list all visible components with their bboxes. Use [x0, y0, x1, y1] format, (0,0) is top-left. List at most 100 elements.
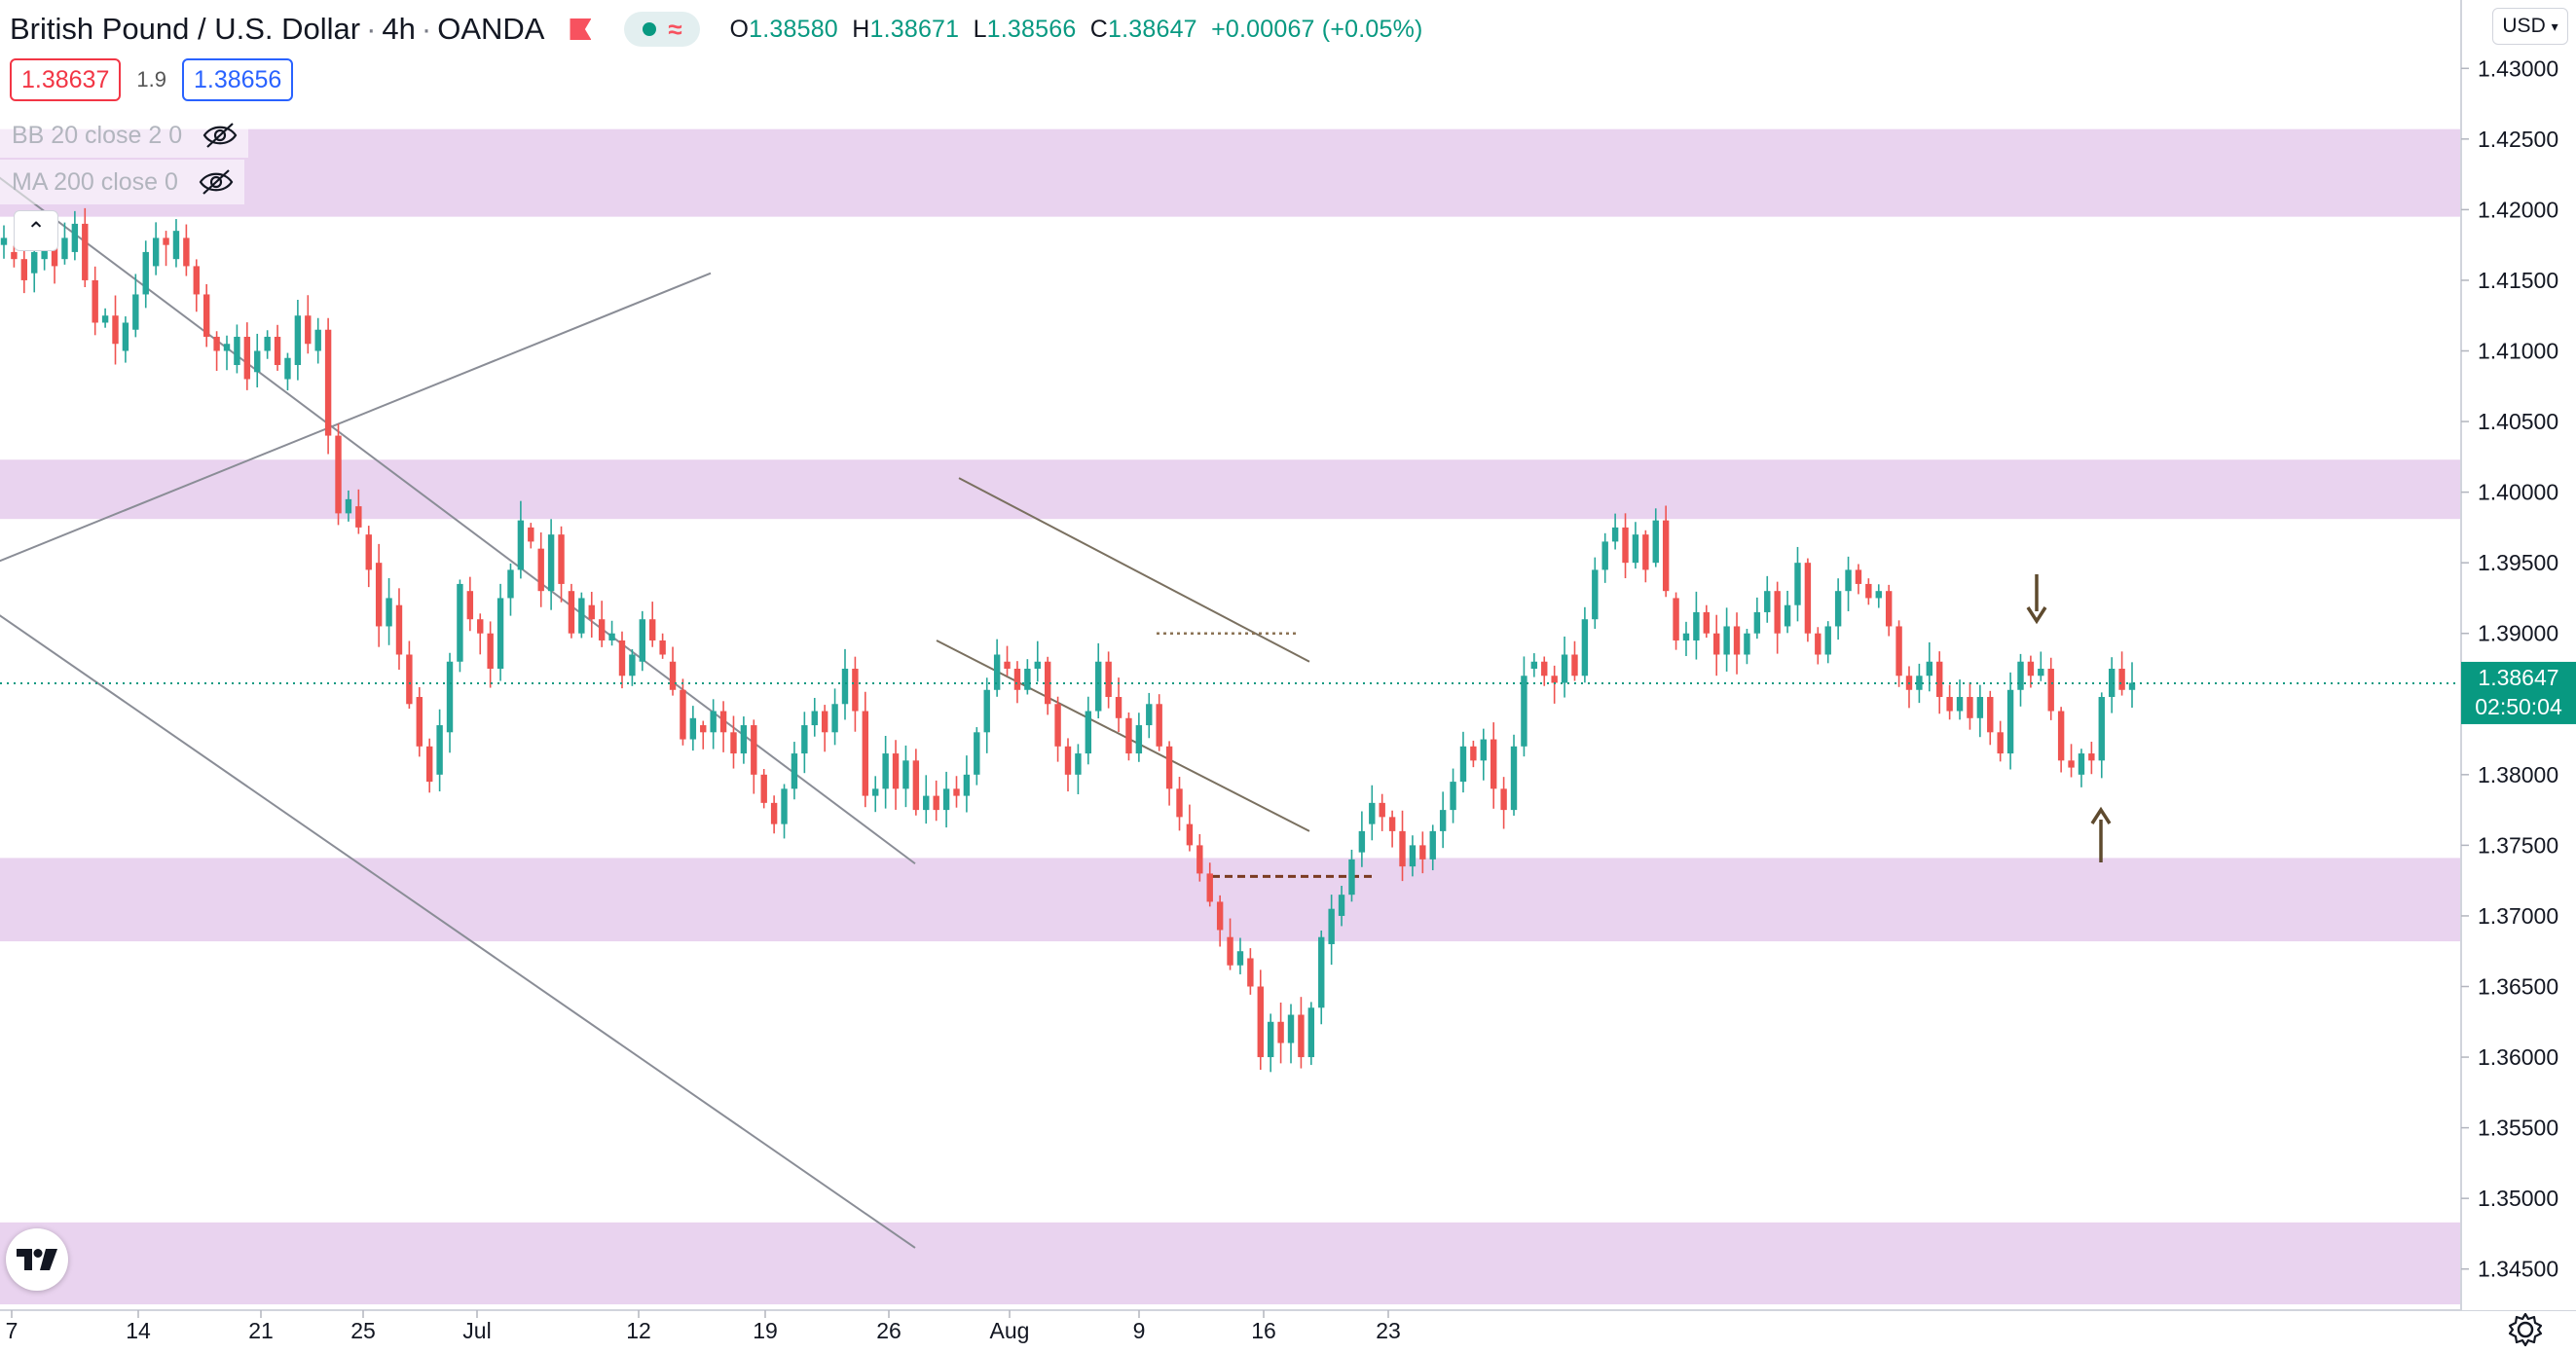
candle [1236, 937, 1244, 974]
candle [1115, 677, 1122, 733]
candle [1845, 556, 1852, 611]
candle [649, 602, 656, 647]
candle [2057, 707, 2065, 773]
candle [223, 335, 231, 371]
candle [305, 295, 312, 354]
red-flag-icon[interactable] [570, 18, 592, 40]
candle [1328, 895, 1335, 966]
symbol-name[interactable]: British Pound / U.S. Dollar [10, 12, 361, 46]
candle [1247, 948, 1254, 995]
candle [1784, 590, 1791, 634]
candle [568, 583, 575, 639]
candle [1439, 791, 1447, 849]
y-tick-label: 1.39500 [2478, 550, 2558, 575]
candle [213, 331, 220, 371]
candle [942, 771, 950, 828]
candle [801, 712, 808, 774]
y-tick-label: 1.41500 [2478, 268, 2558, 293]
candle [974, 727, 980, 786]
sr-zone-0[interactable] [0, 128, 2461, 217]
candle [700, 720, 707, 750]
indicator-ma[interactable]: MA 200 close 0 [0, 160, 244, 204]
sell-price-button[interactable]: 1.38637 [10, 58, 122, 101]
candle [1815, 627, 1822, 665]
y-tick-label: 1.38000 [2478, 762, 2558, 787]
candle [1895, 620, 1902, 687]
candle [335, 423, 342, 526]
candle [618, 631, 626, 689]
sr-zone-3[interactable] [0, 1222, 2461, 1304]
x-tick-label: 25 [350, 1318, 376, 1343]
candle [1764, 575, 1771, 623]
candle [1034, 640, 1041, 682]
candle [61, 222, 68, 265]
symbol-header: British Pound / U.S. Dollar · 4h · OANDA… [10, 8, 1423, 51]
sr-zone-1[interactable] [0, 459, 2461, 520]
currency-selector[interactable]: USD ▾ [2492, 8, 2568, 45]
candle [31, 246, 38, 293]
market-status-pill[interactable]: ≈ [624, 12, 701, 47]
candle [1318, 931, 1325, 1025]
eye-hidden-icon[interactable] [202, 121, 239, 150]
y-tick-label: 1.36500 [2478, 974, 2558, 1000]
candle [142, 240, 149, 309]
candle [243, 322, 251, 390]
candle [1541, 656, 1548, 686]
candle [1186, 804, 1194, 852]
separator: · [366, 12, 377, 46]
candle [1409, 835, 1417, 877]
candle [1419, 831, 1426, 874]
candle [710, 699, 717, 750]
candle [436, 709, 443, 792]
tradingview-logo-icon[interactable] [6, 1228, 68, 1291]
candle [1176, 777, 1183, 831]
candle [578, 592, 585, 639]
candle [487, 621, 494, 688]
candle [2068, 744, 2075, 778]
collapse-legend-button[interactable]: ⌃ [14, 210, 58, 251]
candle [1429, 824, 1436, 871]
interval-label[interactable]: 4h [382, 12, 416, 46]
candle [406, 640, 413, 710]
candle [2118, 651, 2125, 696]
candle [1500, 777, 1507, 829]
candle [1450, 768, 1456, 823]
candle [1105, 651, 1112, 709]
candle [1044, 656, 1051, 715]
candle [274, 324, 281, 371]
buy-price-button[interactable]: 1.38656 [181, 58, 294, 101]
candle [497, 583, 504, 681]
x-tick-label: 21 [248, 1318, 274, 1343]
candle [669, 646, 677, 696]
indicator-label: BB 20 close 2 0 [12, 121, 183, 149]
x-tick-label: 9 [1133, 1318, 1146, 1343]
candle [1379, 793, 1385, 831]
spread-value: 1.9 [136, 67, 166, 91]
settings-gear-icon[interactable] [2506, 1310, 2545, 1349]
change-value: +0.00067 (+0.05%) [1211, 15, 1423, 43]
candle [1348, 849, 1355, 902]
trendline-1[interactable] [0, 272, 712, 563]
eye-hidden-icon[interactable] [198, 167, 235, 197]
candle [1956, 679, 1964, 720]
trendline-3[interactable] [958, 477, 1310, 663]
candle [1125, 712, 1132, 761]
candle [234, 324, 240, 374]
x-tick-label: 14 [126, 1318, 151, 1343]
trendline-2[interactable] [0, 612, 916, 1249]
candle [1642, 530, 1649, 583]
candle [1551, 665, 1558, 704]
candle [751, 719, 757, 794]
candle [912, 749, 920, 816]
indicator-bb[interactable]: BB 20 close 2 0 [0, 113, 249, 158]
broker-label: OANDA [437, 12, 545, 46]
candle [1490, 722, 1497, 809]
arrow-up-marker[interactable] [2090, 806, 2112, 862]
trendline-4[interactable] [936, 640, 1310, 832]
candle [629, 649, 636, 686]
candle [547, 519, 555, 610]
arrow-down-marker[interactable] [2026, 574, 2047, 625]
candle [1013, 661, 1021, 704]
